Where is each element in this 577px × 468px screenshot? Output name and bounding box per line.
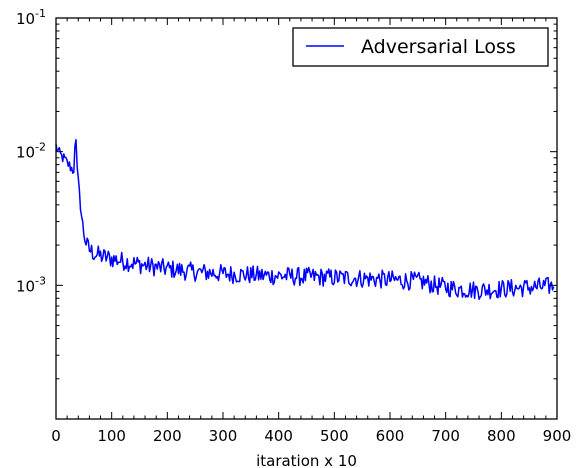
x-tick-label: 500 — [320, 427, 349, 445]
plot-frame — [55, 17, 558, 420]
y-tick-label: 10-2 — [16, 141, 46, 162]
legend-box — [292, 27, 549, 67]
x-tick-label: 100 — [97, 427, 126, 445]
x-tick-label: 600 — [376, 427, 405, 445]
y-tick-label: 10-1 — [16, 7, 46, 28]
ticks-layer — [55, 17, 558, 419]
series-line-adversarial-loss — [55, 139, 555, 301]
legend-entry-label: Adversarial Loss — [361, 36, 516, 58]
x-tick-label: 200 — [153, 427, 182, 445]
labels-layer: 0 100 200 300 400 500 600 700 800 900 10-3 10-2 10-1 — [16, 7, 571, 445]
x-tick-label: 0 — [51, 427, 61, 445]
x-tick-label: 300 — [209, 427, 238, 445]
y-tick-label: 10-3 — [16, 274, 46, 295]
x-tick-label: 800 — [487, 427, 516, 445]
x-tick-label: 700 — [431, 427, 460, 445]
x-axis-label: itaration x 10 — [256, 452, 357, 468]
legend: Adversarial Loss — [292, 27, 549, 67]
series-layer — [55, 139, 555, 301]
x-tick-label: 400 — [264, 427, 293, 445]
x-tick-label: 900 — [543, 427, 572, 445]
